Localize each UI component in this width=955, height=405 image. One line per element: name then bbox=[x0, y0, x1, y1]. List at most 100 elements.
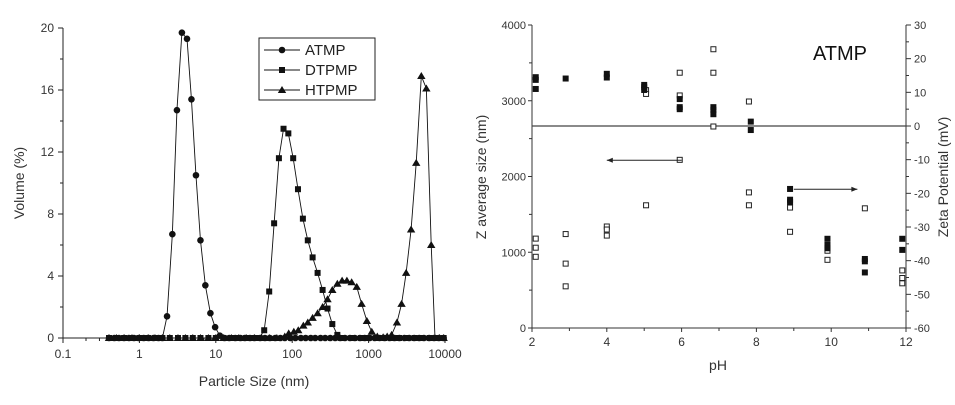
data-point bbox=[396, 335, 403, 341]
data-point bbox=[302, 334, 309, 342]
data-point bbox=[406, 225, 416, 233]
c2-x-tick-label: 2 bbox=[529, 335, 536, 349]
data-point bbox=[326, 334, 334, 342]
c2-x-axis-label: pH bbox=[709, 357, 727, 373]
data-point bbox=[299, 215, 306, 222]
c2-y-tick-label: 2000 bbox=[502, 172, 526, 184]
data-point bbox=[745, 98, 752, 105]
data-point bbox=[318, 303, 327, 310]
data-point bbox=[285, 130, 292, 137]
data-point bbox=[367, 327, 376, 335]
legend-label: HTPMP bbox=[305, 82, 358, 99]
data-point bbox=[183, 35, 191, 43]
data-point bbox=[532, 85, 539, 92]
c2-title: ATMP bbox=[813, 43, 867, 65]
data-point bbox=[313, 309, 322, 317]
data-point bbox=[861, 269, 868, 276]
data-point bbox=[899, 246, 906, 253]
data-point bbox=[348, 335, 355, 341]
c1-x-tick-label: 1000 bbox=[355, 347, 382, 361]
c1-x-tick-label: 0.1 bbox=[55, 347, 72, 361]
data-point bbox=[192, 171, 200, 179]
data-point bbox=[165, 334, 175, 341]
data-point bbox=[710, 123, 717, 130]
data-point bbox=[266, 288, 273, 295]
data-point bbox=[387, 330, 396, 338]
data-point bbox=[317, 334, 324, 342]
data-point bbox=[365, 335, 372, 341]
c1-y-tick-label: 8 bbox=[47, 207, 54, 221]
data-point bbox=[334, 331, 341, 338]
data-point bbox=[710, 111, 717, 118]
data-point bbox=[745, 202, 752, 209]
legend: ATMP DTPMP HTPMP bbox=[258, 37, 376, 101]
data-point bbox=[562, 75, 569, 82]
data-point bbox=[202, 282, 209, 289]
data-point bbox=[329, 321, 336, 328]
c2-y-axis-label: Z average size (nm) bbox=[473, 115, 489, 239]
data-point bbox=[824, 245, 831, 252]
c1-y-tick-label: 12 bbox=[41, 145, 55, 159]
data-point bbox=[562, 283, 569, 290]
c2-y-tick-label: 3000 bbox=[502, 96, 526, 108]
c2-y2-tick-label: 10 bbox=[914, 87, 926, 99]
data-point bbox=[119, 334, 129, 341]
data-point bbox=[319, 286, 326, 293]
data-point bbox=[362, 316, 372, 324]
data-point bbox=[257, 334, 266, 341]
data-point bbox=[439, 334, 448, 341]
data-point bbox=[292, 334, 299, 342]
data-point bbox=[181, 334, 190, 341]
data-point bbox=[412, 158, 421, 166]
c2-y-tick-label: 4000 bbox=[502, 20, 526, 32]
c2-y2-axis-label: Zeta Potential (mV) bbox=[935, 117, 951, 238]
data-point bbox=[676, 69, 683, 76]
data-point bbox=[173, 334, 183, 341]
data-point bbox=[347, 278, 356, 286]
data-point bbox=[297, 334, 305, 342]
c2-x-tick-label: 12 bbox=[899, 335, 913, 349]
data-point bbox=[787, 228, 794, 235]
data-point bbox=[272, 334, 282, 341]
data-point bbox=[427, 241, 436, 248]
data-point bbox=[197, 237, 204, 244]
data-point bbox=[388, 335, 395, 341]
c1-x-tick-label: 1 bbox=[136, 347, 143, 361]
c2-y2-tick-label: -60 bbox=[914, 323, 930, 335]
data-point bbox=[290, 155, 297, 162]
data-point bbox=[150, 334, 160, 341]
c2-x-tick-label: 10 bbox=[825, 335, 839, 349]
data-point bbox=[426, 335, 433, 341]
data-point bbox=[211, 334, 220, 341]
data-point bbox=[603, 74, 610, 81]
c2-x-tick-label: 6 bbox=[678, 335, 685, 349]
c2-y2-tick-label: -10 bbox=[914, 155, 930, 167]
data-point bbox=[745, 189, 752, 196]
data-point bbox=[747, 127, 754, 134]
circle-icon bbox=[278, 46, 286, 54]
data-point bbox=[787, 204, 794, 211]
data-point bbox=[676, 96, 683, 103]
c2-y2-tick-label: -30 bbox=[914, 222, 930, 234]
data-point bbox=[710, 46, 717, 53]
data-point bbox=[532, 244, 539, 251]
data-point bbox=[419, 335, 426, 341]
data-point bbox=[392, 318, 402, 326]
c2-y2-tick-label: 0 bbox=[914, 121, 920, 133]
arrow-left-axis bbox=[606, 157, 682, 163]
legend-item: DTPMP bbox=[264, 62, 358, 79]
data-point bbox=[899, 267, 906, 274]
c1-y-tick-label: 4 bbox=[47, 269, 54, 283]
data-point bbox=[308, 313, 317, 321]
data-point bbox=[643, 202, 650, 209]
data-point bbox=[603, 70, 610, 77]
data-point bbox=[242, 334, 251, 341]
data-point bbox=[178, 29, 186, 36]
data-point bbox=[280, 125, 287, 132]
legend-item: HTPMP bbox=[264, 82, 358, 99]
c2-y2-tick-label: -50 bbox=[914, 289, 930, 301]
data-point bbox=[861, 258, 868, 265]
data-point bbox=[250, 334, 259, 341]
data-point bbox=[401, 268, 411, 276]
data-point bbox=[265, 334, 274, 341]
